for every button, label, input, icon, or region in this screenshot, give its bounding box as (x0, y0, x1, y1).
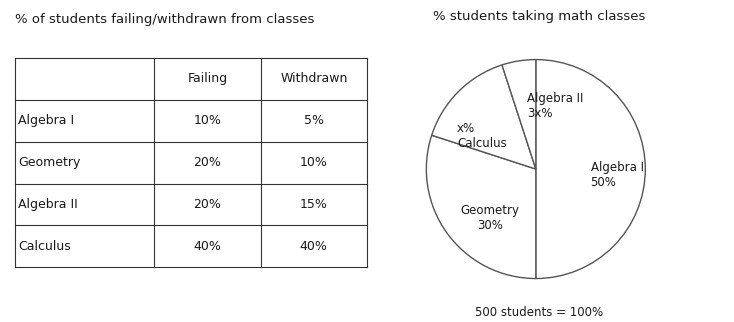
Text: Algebra I: Algebra I (18, 114, 74, 127)
Text: 15%: 15% (300, 198, 327, 211)
Wedge shape (426, 135, 536, 279)
Text: Algebra II
3x%: Algebra II 3x% (527, 91, 584, 119)
Text: % of students failing/withdrawn from classes: % of students failing/withdrawn from cla… (15, 13, 314, 26)
Text: 10%: 10% (194, 114, 221, 127)
Text: Withdrawn: Withdrawn (280, 72, 347, 85)
Wedge shape (432, 65, 536, 169)
Text: 5%: 5% (304, 114, 324, 127)
Wedge shape (536, 60, 645, 279)
Text: 500 students = 100%: 500 students = 100% (476, 306, 603, 319)
Text: x%
Calculus: x% Calculus (457, 122, 506, 150)
Text: 20%: 20% (194, 156, 221, 169)
Text: Geometry: Geometry (18, 156, 81, 169)
Text: Calculus: Calculus (18, 240, 71, 253)
Text: Geometry
30%: Geometry 30% (460, 204, 520, 232)
Text: Algebra I
50%: Algebra I 50% (591, 161, 644, 188)
Text: 40%: 40% (194, 240, 221, 253)
Text: 40%: 40% (300, 240, 327, 253)
Text: 10%: 10% (300, 156, 327, 169)
Text: 20%: 20% (194, 198, 221, 211)
Text: % students taking math classes: % students taking math classes (433, 10, 646, 23)
Wedge shape (502, 60, 536, 169)
Text: Failing: Failing (187, 72, 228, 85)
Text: Algebra II: Algebra II (18, 198, 78, 211)
